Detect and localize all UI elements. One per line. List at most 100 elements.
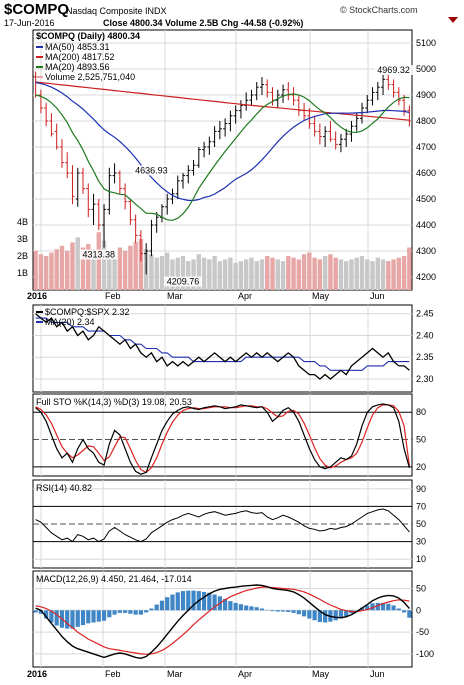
volume-bar-48 <box>286 256 291 290</box>
price-bar-17 <box>123 183 128 210</box>
macd-hist-bar-39 <box>238 604 244 611</box>
price-bar-6 <box>65 152 70 179</box>
volume-bar-44 <box>265 256 270 290</box>
dropdown-arrow-icon <box>448 17 458 23</box>
volume-bar-5 <box>59 245 65 290</box>
price-bar-12 <box>96 199 101 231</box>
legend-label-0: MA(50) 4853.31 <box>45 42 110 52</box>
volume-bar-15 <box>112 256 117 290</box>
volume-tick-3: 1B <box>17 268 28 278</box>
rsi-ytick-2: 50 <box>416 519 426 529</box>
volume-bar-62 <box>359 256 365 290</box>
macd-hist-bar-18 <box>128 610 133 614</box>
price-bar-38 <box>233 105 238 124</box>
volume-bar-24 <box>159 256 165 290</box>
volume-bar-45 <box>270 257 275 290</box>
macd-hist-bar-22 <box>149 608 154 611</box>
price-ytick-4: 4700 <box>416 142 436 152</box>
macd-hist-bar-38 <box>233 602 238 611</box>
price-bar-58 <box>338 134 343 153</box>
volume-bar-17 <box>122 250 128 290</box>
macd-hist-bar-70 <box>401 610 407 613</box>
macd-hist-bar-0 <box>33 610 38 613</box>
macd-hist-bar-16 <box>117 610 122 613</box>
annotation-4: 4209.76 <box>167 276 200 286</box>
price-xlabel-1: Feb <box>105 291 121 301</box>
sto-k-line <box>35 403 410 475</box>
macd-hist-bar-19 <box>133 610 138 615</box>
macd-hist-bar-4 <box>54 610 59 626</box>
volume-bar-32 <box>201 257 207 290</box>
volume-bar-20 <box>138 239 144 290</box>
macd-hist-bar-50 <box>296 610 301 615</box>
macd-hist-bar-58 <box>338 610 344 619</box>
price-bar-65 <box>375 82 380 101</box>
price-ytick-2: 4900 <box>416 90 436 100</box>
legend-label-1: MA(200) 4817.52 <box>45 52 115 62</box>
volume-tick-1: 3B <box>17 234 28 244</box>
volume-bar-9 <box>80 247 86 290</box>
price-bar-71 <box>407 105 412 127</box>
macd-hist-bar-34 <box>212 594 217 611</box>
volume-bar-14 <box>107 252 112 290</box>
macd-hist-bar-32 <box>201 591 207 611</box>
price-bar-36 <box>223 118 228 137</box>
price-bar-41 <box>249 89 254 106</box>
price-bar-44 <box>265 79 270 98</box>
macd-hist-bar-69 <box>396 608 401 611</box>
ratio-ma-legend: MA(20) 2.34 <box>45 317 95 327</box>
rsi-line <box>35 508 410 543</box>
macd-hist-bar-8 <box>75 610 80 627</box>
macd-hist-bar-61 <box>354 610 359 611</box>
macd-hist-bar-40 <box>244 605 249 611</box>
price-bar-42 <box>254 82 259 101</box>
macd-hist-bar-25 <box>165 597 170 611</box>
volume-bar-65 <box>375 257 380 290</box>
macd-hist-bar-62 <box>359 607 365 611</box>
volume-bar-66 <box>380 259 386 290</box>
volume-bar-59 <box>343 261 349 290</box>
volume-tick-2: 2B <box>17 251 28 261</box>
volume-bar-4 <box>54 249 59 290</box>
volume-bar-61 <box>354 257 359 290</box>
price-bar-50 <box>296 95 301 116</box>
symbol-title: $COMPQ <box>4 1 69 18</box>
volume-bar-60 <box>349 259 354 290</box>
macd-hist-bar-46 <box>275 610 280 612</box>
macd-hist-bar-52 <box>307 610 312 619</box>
volume-bar-56 <box>328 254 333 290</box>
price-ytick-7: 4400 <box>416 220 436 230</box>
bottom-xlabel-4: May <box>312 669 330 679</box>
volume-bar-43 <box>259 259 265 290</box>
macd-hist-bar-55 <box>323 610 328 623</box>
price-bar-33 <box>207 136 212 155</box>
volume-bar-34 <box>212 256 217 290</box>
bottom-xlabel-0: 2016 <box>27 669 47 679</box>
price-bar-55 <box>323 126 328 147</box>
annotation-bg-4 <box>164 276 203 287</box>
rsi-ytick-1: 70 <box>416 501 426 511</box>
volume-bar-67 <box>386 261 391 290</box>
rsi-ytick-0: 90 <box>416 484 426 494</box>
macd-hist-bar-29 <box>186 590 191 611</box>
volume-bar-50 <box>296 259 302 290</box>
ratio-ma20-line <box>35 317 410 371</box>
volume-bar-47 <box>280 261 286 290</box>
price-bar-70 <box>402 95 407 116</box>
price-bar-2 <box>44 102 49 127</box>
ratio-ytick-0: 2.45 <box>416 309 434 319</box>
price-bar-23 <box>154 212 159 233</box>
macd-hist-bar-17 <box>123 610 128 613</box>
macd-hist-bar-14 <box>107 610 112 618</box>
ratio-panel-title: $COMPQ:$SPX 2.32 <box>45 307 130 317</box>
annotation-bg-2 <box>132 165 171 176</box>
macd-hist-bar-45 <box>270 610 275 612</box>
macd-hist-bar-33 <box>207 592 212 611</box>
macd-hist-bar-2 <box>44 610 49 619</box>
volume-bar-70 <box>401 256 407 290</box>
price-bar-18 <box>128 199 133 225</box>
sto-ytick-1: 50 <box>416 435 426 445</box>
price-xlabel-4: May <box>312 291 330 301</box>
price-bar-28 <box>181 173 186 189</box>
